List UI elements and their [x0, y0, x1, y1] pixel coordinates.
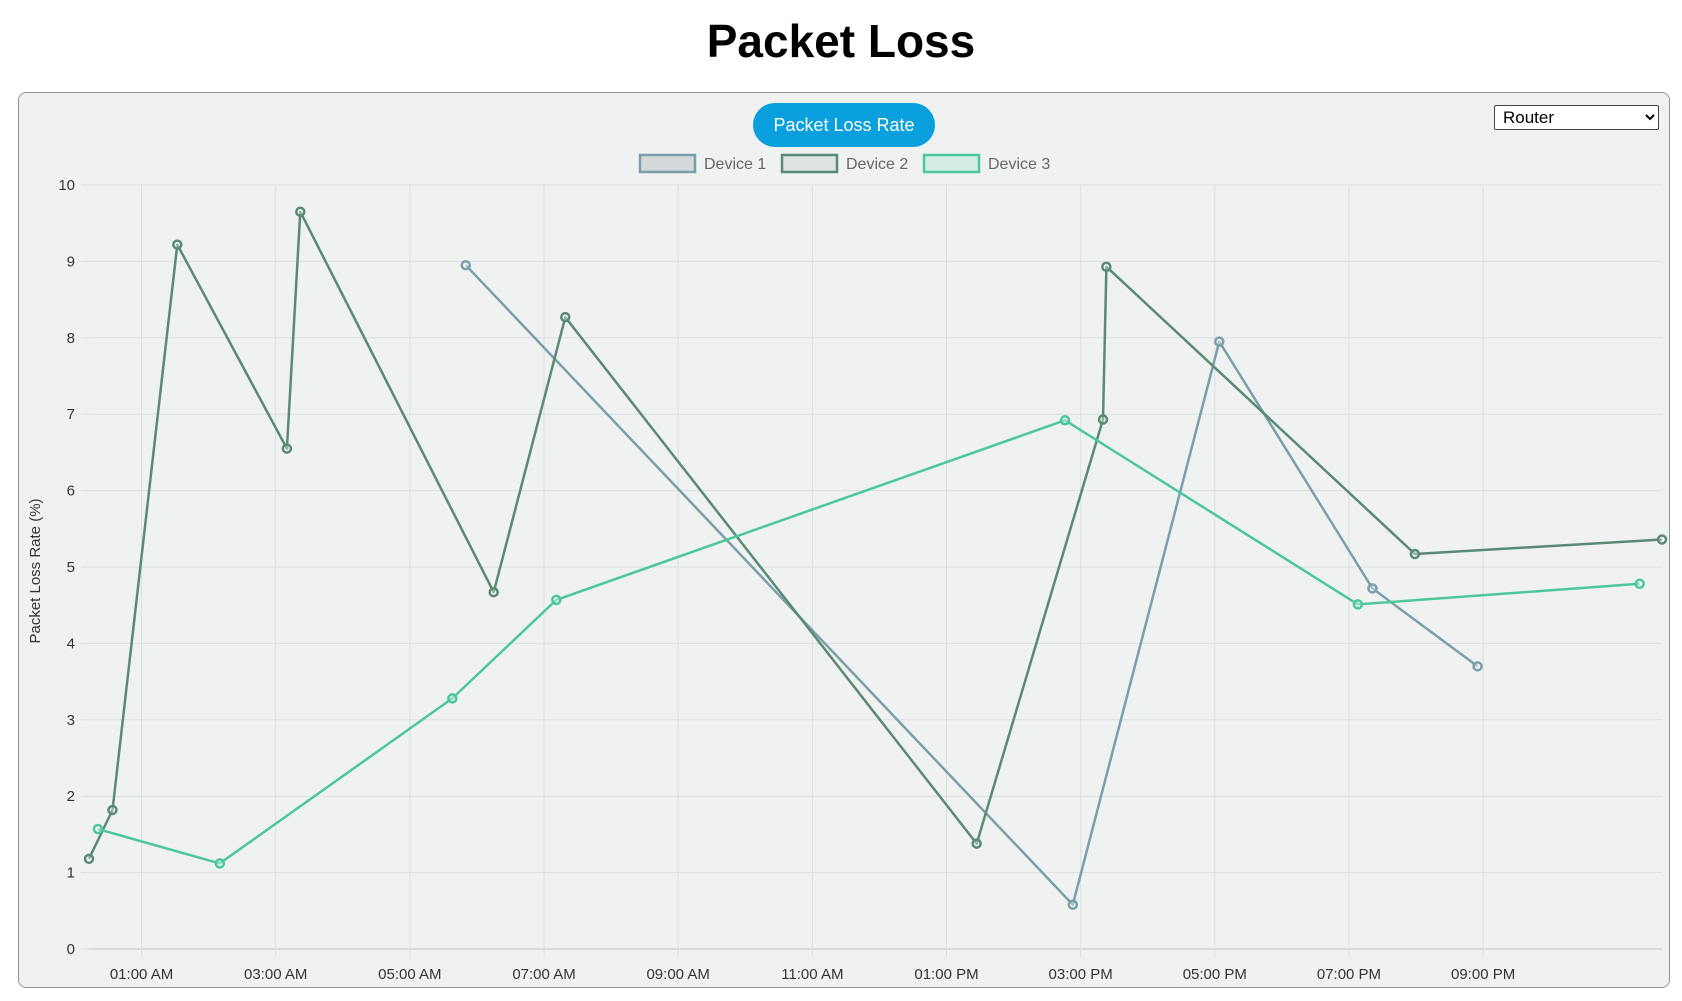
series-line [464, 264, 1479, 906]
series-line [87, 210, 1663, 860]
data-point[interactable] [1101, 261, 1112, 272]
x-tick-label: 07:00 PM [1317, 966, 1381, 983]
x-tick-label: 01:00 AM [110, 966, 173, 983]
y-tick-label: 6 [67, 483, 75, 500]
data-point[interactable] [1067, 899, 1079, 910]
data-point[interactable] [1352, 599, 1364, 610]
x-tick-label: 03:00 PM [1049, 966, 1113, 983]
y-tick-label: 9 [67, 253, 75, 270]
y-tick-label: 7 [67, 406, 75, 423]
y-tick-label: 2 [67, 788, 75, 805]
data-point[interactable] [172, 239, 183, 250]
legend-swatch [780, 153, 839, 174]
series-2 [83, 206, 1668, 865]
legend-item[interactable]: Device 2 [780, 153, 908, 174]
data-point[interactable] [447, 693, 458, 704]
data-point[interactable] [1059, 415, 1071, 426]
data-point[interactable] [488, 586, 499, 598]
data-point[interactable] [560, 311, 571, 323]
series-line [97, 419, 1640, 865]
x-tick-label: 11:00 AM [781, 966, 843, 983]
x-tick-label: 05:00 AM [378, 966, 441, 983]
legend-label: Device 1 [704, 156, 766, 173]
y-tick-label: 0 [67, 941, 75, 958]
x-tick-label: 01:00 PM [914, 966, 978, 983]
legend-item[interactable]: Device 1 [638, 153, 766, 174]
data-point[interactable] [107, 804, 118, 816]
y-tick-label: 1 [67, 865, 75, 882]
series-layer [83, 206, 1668, 910]
device-type-select[interactable]: Router [1494, 105, 1659, 130]
x-tick-label: 09:00 PM [1451, 966, 1515, 983]
x-tick-label: 07:00 AM [512, 966, 575, 983]
data-point[interactable] [281, 443, 293, 454]
data-point[interactable] [460, 259, 472, 271]
legend-swatch [638, 153, 697, 174]
x-tick-label: 09:00 AM [646, 966, 709, 983]
x-tick-label: 03:00 AM [244, 966, 307, 983]
y-tick-label: 4 [67, 635, 75, 652]
axes: 0 1 2 3 4 5 6 7 8 9 10 01:00 AM 03:00 AM 05:00 AM 07:0… [58, 177, 1515, 983]
data-point[interactable] [1097, 414, 1109, 425]
page-title: Packet Loss [706, 15, 976, 67]
legend-label: Device 3 [988, 156, 1050, 173]
data-point[interactable] [83, 853, 95, 865]
x-tick-label: 05:00 PM [1183, 966, 1247, 983]
legend-item[interactable]: Device 3 [922, 153, 1050, 174]
data-point[interactable] [214, 858, 226, 869]
legend-label: Device 2 [846, 156, 908, 173]
legend: Device 1 Device 2 Device 3 [638, 153, 1050, 174]
y-axis-label: Packet Loss Rate (%) [27, 498, 44, 643]
packet-loss-rate-button[interactable]: Packet Loss Rate [753, 103, 935, 147]
series-1 [460, 259, 1483, 910]
data-point[interactable] [551, 594, 562, 606]
y-tick-label: 8 [67, 330, 75, 347]
data-point[interactable] [971, 838, 982, 849]
data-point[interactable] [1656, 534, 1668, 545]
legend-swatch [922, 153, 981, 174]
data-point[interactable] [1214, 336, 1225, 347]
data-point[interactable] [1634, 578, 1645, 590]
y-tick-label: 3 [67, 712, 75, 729]
data-point[interactable] [1367, 583, 1378, 594]
data-point[interactable] [1409, 548, 1421, 560]
data-point[interactable] [92, 823, 104, 835]
y-tick-label: 10 [58, 177, 75, 194]
y-tick-label: 5 [67, 559, 75, 576]
grid [81, 184, 1662, 957]
chart-panel [18, 92, 1670, 988]
data-point[interactable] [295, 206, 306, 217]
series-3 [92, 415, 1645, 869]
data-point[interactable] [1472, 661, 1483, 672]
